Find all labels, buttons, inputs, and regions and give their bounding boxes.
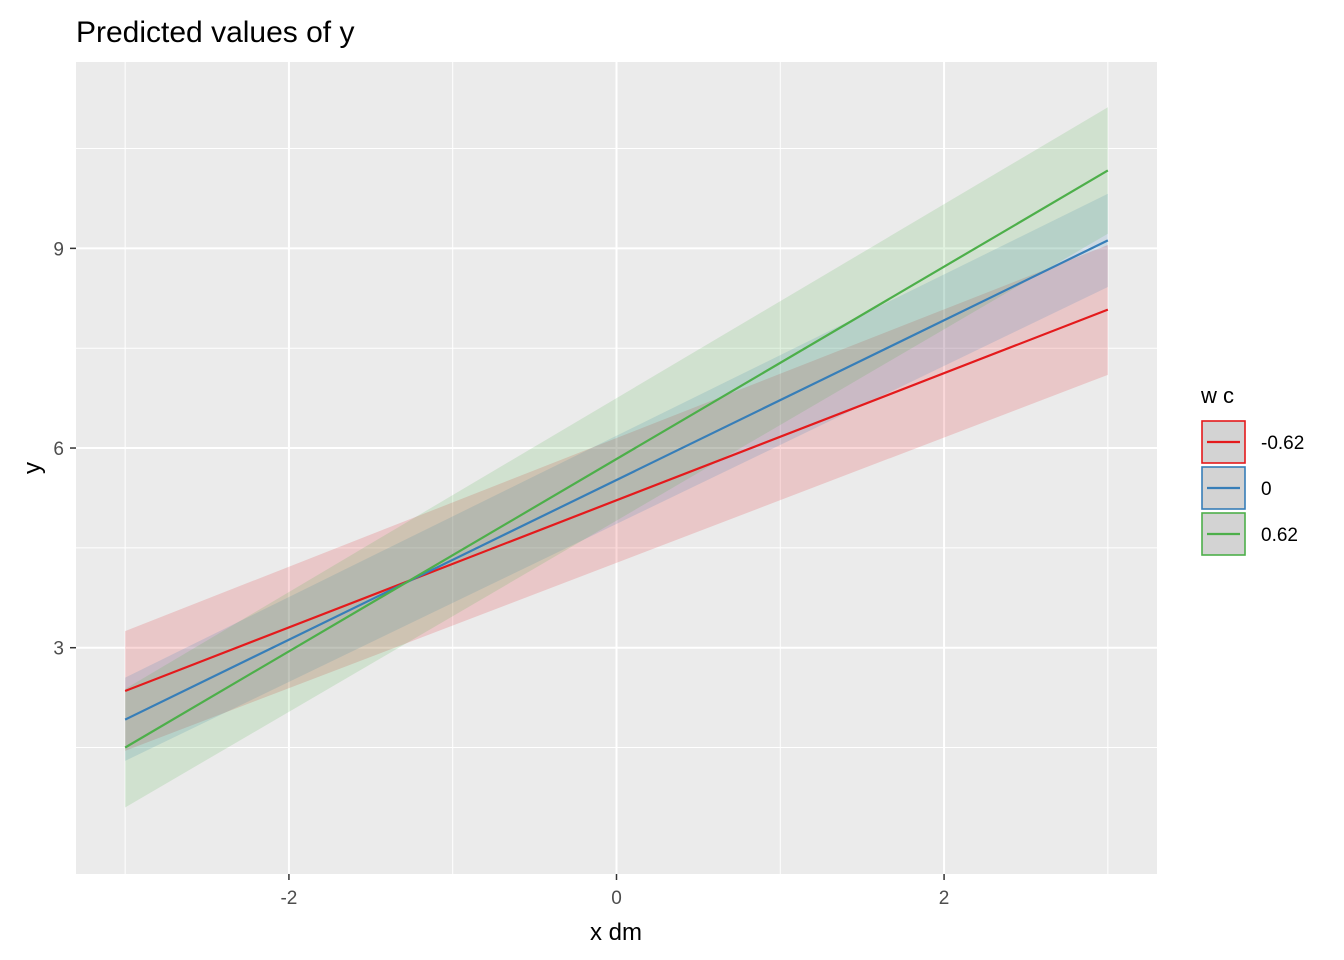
series-lines xyxy=(124,169,1109,749)
x-tick-label: 2 xyxy=(939,888,950,909)
x-tick-label: -2 xyxy=(280,888,297,909)
chart-title: Predicted values of y xyxy=(76,16,354,49)
y-axis: 3 6 9 xyxy=(53,239,76,660)
ci-ribbon-2 xyxy=(125,107,1108,808)
confidence-ribbons xyxy=(125,107,1108,808)
x-axis: -2 0 2 xyxy=(280,874,949,909)
series-line-0 xyxy=(124,308,1109,692)
y-tick-label: 3 xyxy=(53,639,64,660)
x-axis-title: x dm xyxy=(590,919,642,946)
plot-panel xyxy=(76,62,1157,874)
y-axis-title: y xyxy=(19,462,46,474)
legend-label-1: 0 xyxy=(1261,479,1272,500)
legend-title: w c xyxy=(1200,383,1234,408)
series-line-1 xyxy=(124,239,1109,721)
series-line-2 xyxy=(124,169,1109,749)
ci-ribbon-0 xyxy=(125,245,1108,751)
y-tick-label: 6 xyxy=(53,439,64,460)
y-tick-label: 9 xyxy=(53,239,64,260)
x-tick-label: 0 xyxy=(611,888,622,909)
ci-ribbon-1 xyxy=(125,193,1108,761)
legend: w c -0.62 0 0.62 xyxy=(1200,383,1304,556)
major-gridlines xyxy=(76,62,1157,874)
legend-label-2: 0.62 xyxy=(1261,525,1298,546)
legend-label-0: -0.62 xyxy=(1261,433,1304,454)
